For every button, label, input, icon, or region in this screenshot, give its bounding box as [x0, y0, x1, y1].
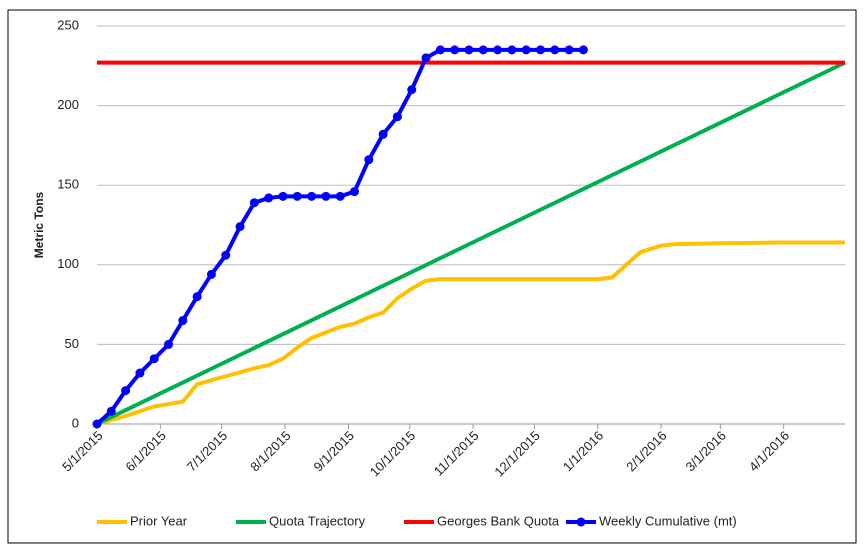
- x-tick-label: 3/1/2016: [682, 428, 728, 474]
- series-marker: [106, 406, 116, 416]
- y-tick-label: 0: [72, 415, 79, 430]
- series-marker: [450, 45, 460, 55]
- series-marker: [278, 191, 288, 201]
- series-marker: [121, 386, 131, 396]
- y-tick-label: 50: [65, 336, 79, 351]
- x-tick-label: 11/1/2015: [431, 428, 482, 479]
- series-marker: [464, 45, 474, 55]
- legend-label: Quota Trajectory: [269, 513, 366, 528]
- series-marker: [264, 193, 274, 203]
- series-marker: [206, 269, 216, 279]
- x-tick-label: 7/1/2015: [184, 428, 230, 474]
- series-marker: [507, 45, 517, 55]
- x-tick-label: 8/1/2015: [247, 428, 293, 474]
- x-tick-label: 10/1/2015: [367, 428, 419, 480]
- series-marker: [335, 191, 345, 201]
- series-marker: [135, 368, 145, 378]
- legend-label: Prior Year: [130, 513, 188, 528]
- series-marker: [564, 45, 574, 55]
- x-tick-label: 5/1/2015: [59, 428, 105, 474]
- x-tick-label: 4/1/2016: [746, 428, 792, 474]
- chart-frame: [7, 9, 857, 544]
- x-tick-label: 6/1/2015: [123, 428, 169, 474]
- series-marker: [307, 191, 317, 201]
- series-marker: [578, 45, 588, 55]
- series-marker: [378, 129, 388, 139]
- series-marker: [521, 45, 531, 55]
- series-marker: [535, 45, 545, 55]
- series-marker: [350, 187, 360, 197]
- y-tick-label: 150: [57, 177, 79, 192]
- series-marker: [178, 316, 188, 326]
- series-line: [96, 60, 846, 426]
- series-marker: [221, 250, 231, 260]
- series-marker: [478, 45, 488, 55]
- series-marker: [149, 354, 159, 364]
- legend-label: Weekly Cumulative (mt): [599, 513, 737, 528]
- y-tick-label: 100: [57, 256, 79, 271]
- x-tick-label: 1/1/2016: [560, 428, 606, 474]
- series-marker: [192, 292, 202, 302]
- series-marker: [435, 45, 445, 55]
- x-tick-label: 9/1/2015: [311, 428, 357, 474]
- series-marker: [407, 85, 417, 95]
- y-axis-label: Metric Tons: [32, 191, 46, 258]
- series-marker: [235, 222, 245, 232]
- legend-label: Georges Bank Quota: [437, 513, 560, 528]
- series-marker: [292, 191, 302, 201]
- series-marker: [392, 112, 402, 122]
- series-marker: [164, 339, 174, 349]
- series-marker: [550, 45, 560, 55]
- series-marker: [321, 191, 331, 201]
- series-marker: [364, 155, 374, 165]
- x-tick-label: 12/1/2015: [491, 428, 543, 480]
- series-marker: [493, 45, 503, 55]
- y-tick-label: 200: [57, 97, 79, 112]
- legend-marker: [576, 517, 586, 527]
- series-marker: [249, 198, 259, 208]
- series-line: [96, 240, 845, 426]
- series-marker: [421, 53, 431, 63]
- y-tick-label: 250: [57, 17, 79, 32]
- x-tick-label: 2/1/2016: [623, 428, 669, 474]
- series-marker: [92, 419, 102, 429]
